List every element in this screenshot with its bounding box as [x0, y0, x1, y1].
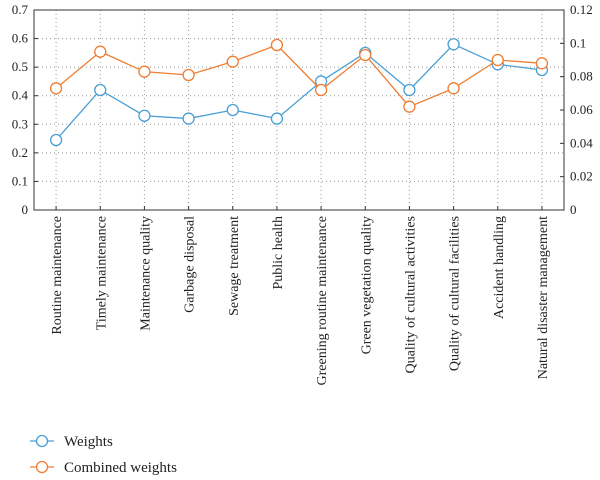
left-tick-label: 0.6: [12, 31, 29, 46]
right-tick-label: 0.04: [570, 135, 593, 150]
legend-marker: [35, 460, 49, 474]
series-layer: [49, 38, 549, 147]
x-category-label: Public health: [271, 216, 286, 290]
legend-label: Combined weights: [64, 460, 177, 476]
data-point-marker: [491, 53, 504, 67]
data-point-marker: [182, 112, 195, 125]
series-line: [55, 44, 542, 108]
data-point-marker: [359, 48, 372, 62]
data-point-marker: [403, 83, 416, 97]
data-point-marker: [226, 103, 239, 117]
data-point-marker: [314, 83, 328, 97]
data-point-marker: [226, 55, 239, 68]
left-tick-label: 0.2: [12, 145, 28, 160]
data-point-marker: [138, 109, 151, 122]
left-tick-label: 0.4: [12, 88, 29, 103]
series-line: [55, 43, 543, 141]
data-point-marker: [270, 112, 284, 125]
right-tick-label: 0.1: [570, 35, 586, 50]
data-point-marker: [49, 82, 63, 95]
left-tick-label: 0.5: [12, 59, 28, 74]
data-point-marker: [447, 82, 460, 95]
data-point-marker: [182, 68, 195, 82]
x-category-label: Quality of cultural facilities: [448, 216, 463, 371]
x-axis: Routine maintenance Timely maintenance Mai…: [50, 206, 551, 385]
legend: Weights Combined weights: [30, 434, 177, 476]
x-category-label: Green vegetation quality: [359, 216, 374, 354]
data-point-marker: [403, 100, 416, 113]
x-category-label: Greening routine maintenance: [315, 216, 330, 385]
legend-label: Weights: [64, 434, 113, 450]
data-point-marker: [138, 65, 151, 78]
left-y-axis: 0 0.1 0.2 0.3 0.4 0.5 0.6 0.7: [12, 2, 38, 217]
left-tick-label: 0.1: [12, 173, 28, 188]
x-category-label: Garbage disposal: [183, 216, 198, 313]
x-category-label: Timely maintenance: [94, 216, 109, 330]
right-tick-label: 0.06: [570, 102, 593, 117]
grid: [34, 10, 564, 210]
data-point-marker: [49, 133, 63, 147]
data-point-marker: [94, 45, 107, 58]
plot-frame: [33, 9, 565, 211]
x-category-label: Maintenance quality: [138, 216, 153, 331]
right-tick-label: 0: [570, 202, 577, 217]
left-tick-label: 0.3: [12, 116, 28, 131]
right-tick-label: 0.02: [570, 169, 593, 184]
x-category-label: Accident handling: [492, 216, 507, 319]
right-tick-label: 0.08: [570, 69, 593, 84]
x-category-label: Quality of cultural activities: [403, 216, 418, 373]
legend-marker: [35, 434, 49, 448]
x-category-label: Routine maintenance: [50, 216, 65, 335]
data-point-marker: [270, 38, 284, 52]
x-category-label: Sewage treatment: [227, 216, 242, 316]
right-tick-label: 0.12: [570, 2, 593, 17]
left-tick-label: 0.7: [12, 2, 29, 17]
right-y-axis: 0 0.02 0.04 0.06 0.08 0.1 0.12: [560, 2, 593, 217]
data-point-marker: [535, 57, 549, 70]
data-point-marker: [94, 83, 107, 97]
left-tick-label: 0: [22, 202, 29, 217]
x-category-label: Natural disaster management: [536, 216, 551, 379]
data-point-marker: [447, 38, 460, 51]
